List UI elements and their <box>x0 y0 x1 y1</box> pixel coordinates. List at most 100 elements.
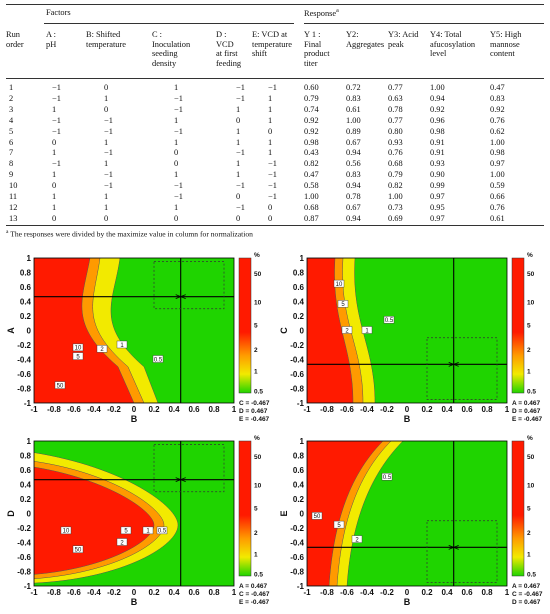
x-tick-label: 0 <box>132 588 137 597</box>
response-header: afucosylation <box>430 39 476 49</box>
response-header: Final <box>304 39 322 49</box>
contour-label: 0.5 <box>158 529 167 535</box>
contour-label: 2 <box>120 540 124 546</box>
response-header: Y4: Total <box>430 30 462 39</box>
hold-value: D = 0.467 <box>512 599 541 606</box>
x-tick-label: 0.6 <box>188 405 200 414</box>
response-header: Y5: High <box>490 30 522 39</box>
y-tick-label: 0.8 <box>293 452 305 461</box>
table-cell: 1 <box>104 192 109 201</box>
x-tick-label: 0.2 <box>148 588 160 597</box>
x-tick-label: 0.4 <box>168 405 180 414</box>
y-tick-label: 0.2 <box>20 495 32 504</box>
table-cell: 0.79 <box>388 170 403 180</box>
table-cell: 5 <box>9 126 14 136</box>
design-space-box <box>153 444 225 493</box>
table-cell: 0.83 <box>490 93 505 103</box>
x-tick-label: 1 <box>505 588 510 597</box>
contour-label: 5 <box>337 523 341 529</box>
table-cell: 1 <box>104 93 109 103</box>
table-cell: 0.82 <box>304 159 319 169</box>
contour-label: 2 <box>355 537 359 543</box>
table-cell: 0.98 <box>304 137 319 147</box>
table-cell: 6 <box>9 137 14 147</box>
table-cell: −1 <box>268 170 277 180</box>
hold-value: C = -0.467 <box>239 400 270 407</box>
x-tick-label: -0.6 <box>67 405 81 414</box>
table-cell: 0.68 <box>304 202 319 212</box>
x-tick-label: -0.4 <box>87 405 101 414</box>
contour-line <box>34 466 155 575</box>
table-cell: 10 <box>9 181 18 191</box>
table-cell: 0.93 <box>430 159 445 169</box>
response-header: Y2: <box>346 30 359 39</box>
colorbar-tick: 5 <box>527 323 531 330</box>
x-tick-label: 0.2 <box>421 588 433 597</box>
factor-header: feeding <box>216 58 242 68</box>
table-cell: 0.92 <box>304 126 319 136</box>
table-cell: −1 <box>52 93 61 103</box>
table-cell: 0.92 <box>430 104 445 114</box>
x-tick-label: 1 <box>232 405 237 414</box>
table-cell: 0.60 <box>304 83 319 92</box>
table-cell: 3 <box>9 104 14 114</box>
y-tick-label: -0.8 <box>290 568 304 577</box>
colorbar <box>511 440 525 577</box>
contour-label-box <box>72 545 84 553</box>
factor-header: B: Shifted <box>86 30 121 39</box>
x-tick-label: 0.8 <box>481 405 493 414</box>
table-cell: 0.43 <box>304 148 319 158</box>
table-cell: 0.95 <box>430 202 445 212</box>
y-tick-label: -0.8 <box>17 568 31 577</box>
hold-value: A = 0.467 <box>239 583 268 590</box>
x-tick-label: -1 <box>30 588 38 597</box>
y-tick-label: -0.8 <box>17 385 31 394</box>
table-cell: −1 <box>236 202 245 212</box>
table-cell: 0.56 <box>346 159 361 169</box>
table-cell: 0.77 <box>388 83 403 92</box>
contour-label-box <box>54 381 66 389</box>
table-cell: 0.83 <box>346 170 361 180</box>
table-cell: 0.61 <box>346 104 361 114</box>
factor-header: Inoculation <box>152 39 191 49</box>
y-tick-label: -1 <box>297 582 305 591</box>
x-tick-label: 0.2 <box>148 405 160 414</box>
x-axis-label: B <box>131 597 138 607</box>
contour-label-box <box>116 340 128 349</box>
colorbar-tick: 10 <box>527 300 535 307</box>
table-cell: −1 <box>52 115 61 125</box>
table-cell: 0 <box>236 192 241 201</box>
table-cell: 12 <box>9 202 18 212</box>
plot-frame <box>306 257 508 404</box>
table-cell: −1 <box>104 126 113 136</box>
hold-value: D = 0.467 <box>239 408 268 415</box>
x-tick-label: 0.6 <box>461 588 473 597</box>
colorbar-tick: 0.5 <box>527 389 536 396</box>
y-tick-label: 0.4 <box>293 298 305 307</box>
x-tick-label: -0.8 <box>320 588 334 597</box>
y-axis-label: D <box>6 510 16 517</box>
table-cell: 1 <box>52 192 57 201</box>
response-header: Y 1 : <box>304 30 321 39</box>
y-tick-label: -1 <box>24 582 32 591</box>
contour-label-box <box>142 526 154 535</box>
table-cell: 1 <box>236 159 241 169</box>
colorbar <box>238 440 252 577</box>
contour-line <box>34 258 145 403</box>
x-axis-label: B <box>404 597 411 607</box>
y-tick-label: -0.4 <box>290 539 304 548</box>
contour-line <box>34 258 135 403</box>
table-cell: 1 <box>174 170 179 180</box>
colorbar-tick: 50 <box>527 454 535 461</box>
table-cell: 1 <box>174 83 179 92</box>
y-tick-label: 0.4 <box>20 298 32 307</box>
x-tick-label: 0.8 <box>208 405 220 414</box>
x-tick-label: -0.4 <box>87 588 101 597</box>
table-footnote: a The responses were divided by the maxi… <box>6 229 253 239</box>
y-tick-label: 0.6 <box>20 283 32 292</box>
header-bottom-rule <box>6 78 544 79</box>
contour-label: 5 <box>341 302 345 308</box>
table-cell: 0 <box>268 126 273 136</box>
